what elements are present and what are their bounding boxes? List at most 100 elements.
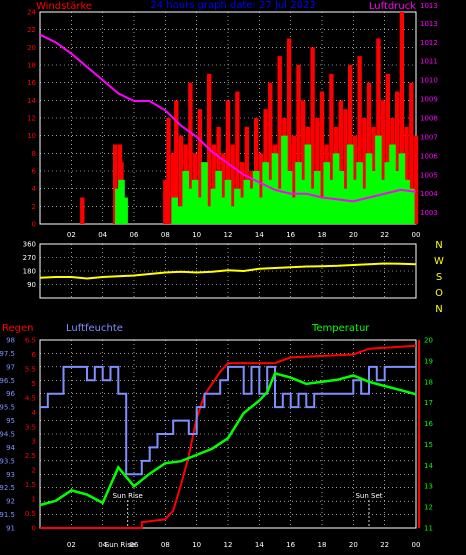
wind-speed-bar <box>296 65 301 224</box>
wind-gust-bar <box>365 153 373 224</box>
direction-label-0: N <box>435 240 442 251</box>
pressure-ytick-1: 1004 <box>420 190 438 198</box>
pressure-ytick-6: 1009 <box>420 96 438 104</box>
humidity-line <box>40 365 416 476</box>
climate-xtick-4: 10 <box>192 541 201 549</box>
wind-gust-bar <box>187 188 194 224</box>
rain-ytick-6: 3 <box>32 438 36 446</box>
wind-ylabel: Windstärke <box>36 1 92 12</box>
rain-label: Regen <box>2 323 34 334</box>
wind-gust-bar <box>252 171 260 224</box>
wind-speed-bar <box>380 100 386 224</box>
wind-xtick-10: 22 <box>380 231 389 239</box>
wind-gust-bar <box>323 162 330 224</box>
climate-xtick-7: 16 <box>286 541 295 549</box>
wind-gust-bar <box>121 197 128 224</box>
direction-ytick-1: 180 <box>23 268 36 276</box>
wind-speed-bar <box>178 135 184 224</box>
rain-ytick-7: 3.5 <box>25 423 36 431</box>
direction-line <box>39 262 417 280</box>
wind-speed-bar <box>301 100 306 224</box>
climate-xtick-11: 00 <box>412 541 421 549</box>
wind-ytick-7: 14 <box>27 97 36 105</box>
pressure-ytick-2: 1005 <box>420 171 438 179</box>
wind-gust-bar <box>238 197 246 224</box>
wind-speed-bar <box>286 38 292 224</box>
rain-ytick-12: 6 <box>32 351 37 359</box>
wind-gust-bar <box>224 179 232 224</box>
wind-gust-bar <box>398 153 406 224</box>
pressure-ytick-0: 1003 <box>420 209 438 217</box>
wind-gust-bar <box>267 179 274 224</box>
wind-gust-bar <box>375 135 382 224</box>
wind-gust-bar <box>356 162 363 224</box>
rain-ytick-3: 1.5 <box>25 481 36 489</box>
wind-speed-bar <box>170 153 176 224</box>
rain-ytick-8: 4 <box>32 409 37 417</box>
humidity-ytick-2: 97 <box>6 363 15 371</box>
climate-xtick-6: 14 <box>255 541 264 549</box>
pressure-ylabel: Luftdruck <box>369 1 416 12</box>
rain-ytick-13: 6.5 <box>25 337 36 345</box>
wind-xtick-1: 04 <box>98 231 107 239</box>
wind-gust-bar <box>205 206 213 224</box>
wind-speed-bar <box>211 144 217 224</box>
direction-label-3: O <box>435 288 443 299</box>
wind-speed-bar <box>343 109 348 224</box>
wind-gust-bar <box>346 144 354 224</box>
humidity-ytick-12: 92 <box>6 498 15 506</box>
wind-gust-bar <box>177 206 185 224</box>
wind-gust-bar <box>285 171 293 224</box>
wind-speed-bar <box>258 153 264 224</box>
temperature-label: Temperatur <box>311 323 370 334</box>
humidity-ytick-1: 97.5 <box>0 350 15 358</box>
climate-xtick-3: 08 <box>161 541 170 549</box>
climate-xtick-10: 22 <box>380 541 389 549</box>
wind-gust-bar <box>342 188 349 224</box>
humidity-ytick-10: 93 <box>6 471 15 479</box>
pressure-ytick-4: 1007 <box>420 133 438 141</box>
wind-ytick-1: 2 <box>32 203 36 211</box>
rain-ytick-9: 4.5 <box>25 394 36 402</box>
wind-speed-bar <box>329 73 334 224</box>
wind-gust-bar <box>328 179 335 224</box>
wind-speed-bar <box>235 91 240 224</box>
direction-ytick-2: 270 <box>23 254 36 262</box>
wind-speed-bar <box>163 179 168 224</box>
wind-speed-bar <box>362 118 367 224</box>
wind-gust-bar <box>408 188 415 224</box>
wind-ytick-0: 0 <box>32 221 36 229</box>
humidity-ytick-11: 92.5 <box>0 484 15 492</box>
rain-ytick-2: 1 <box>32 496 36 504</box>
wind-speed-bar <box>113 144 118 224</box>
wind-speed-bar <box>230 144 235 224</box>
pressure-ytick-3: 1006 <box>420 152 438 160</box>
wind-ytick-6: 12 <box>27 115 36 123</box>
rain-ytick-10: 5 <box>32 380 36 388</box>
wind-ytick-9: 18 <box>27 62 36 70</box>
wind-gust-bar <box>389 144 396 224</box>
wind-speed-bar <box>291 135 296 224</box>
wind-speed-bar <box>404 126 409 224</box>
wind-gust-bar <box>191 179 199 224</box>
pressure-ytick-11: 1013 <box>420 2 438 10</box>
wind-xtick-7: 16 <box>286 231 295 239</box>
rain-ytick-0: 0 <box>32 525 36 533</box>
pressure-ytick-7: 1010 <box>420 77 438 85</box>
temperature-ytick-7: 18 <box>424 378 433 386</box>
climate-xtick-5: 12 <box>224 541 233 549</box>
wind-speed-bar <box>268 82 273 225</box>
wind-ytick-11: 22 <box>27 26 36 34</box>
wind-speed-bar <box>174 100 179 224</box>
humidity-ytick-7: 94.5 <box>0 431 15 439</box>
wind-gust-bar <box>271 153 279 224</box>
wind-xtick-2: 06 <box>130 231 139 239</box>
temperature-ytick-0: 11 <box>424 525 433 533</box>
temperature-line <box>39 371 417 507</box>
temperature-ytick-6: 17 <box>424 399 433 407</box>
wind-ytick-10: 20 <box>27 44 36 52</box>
direction-label-2: S <box>436 272 442 283</box>
wind-gust-bar <box>248 188 255 224</box>
humidity-label: Luftfeuchte <box>66 323 123 334</box>
climate-xtick-0: 02 <box>67 541 76 549</box>
